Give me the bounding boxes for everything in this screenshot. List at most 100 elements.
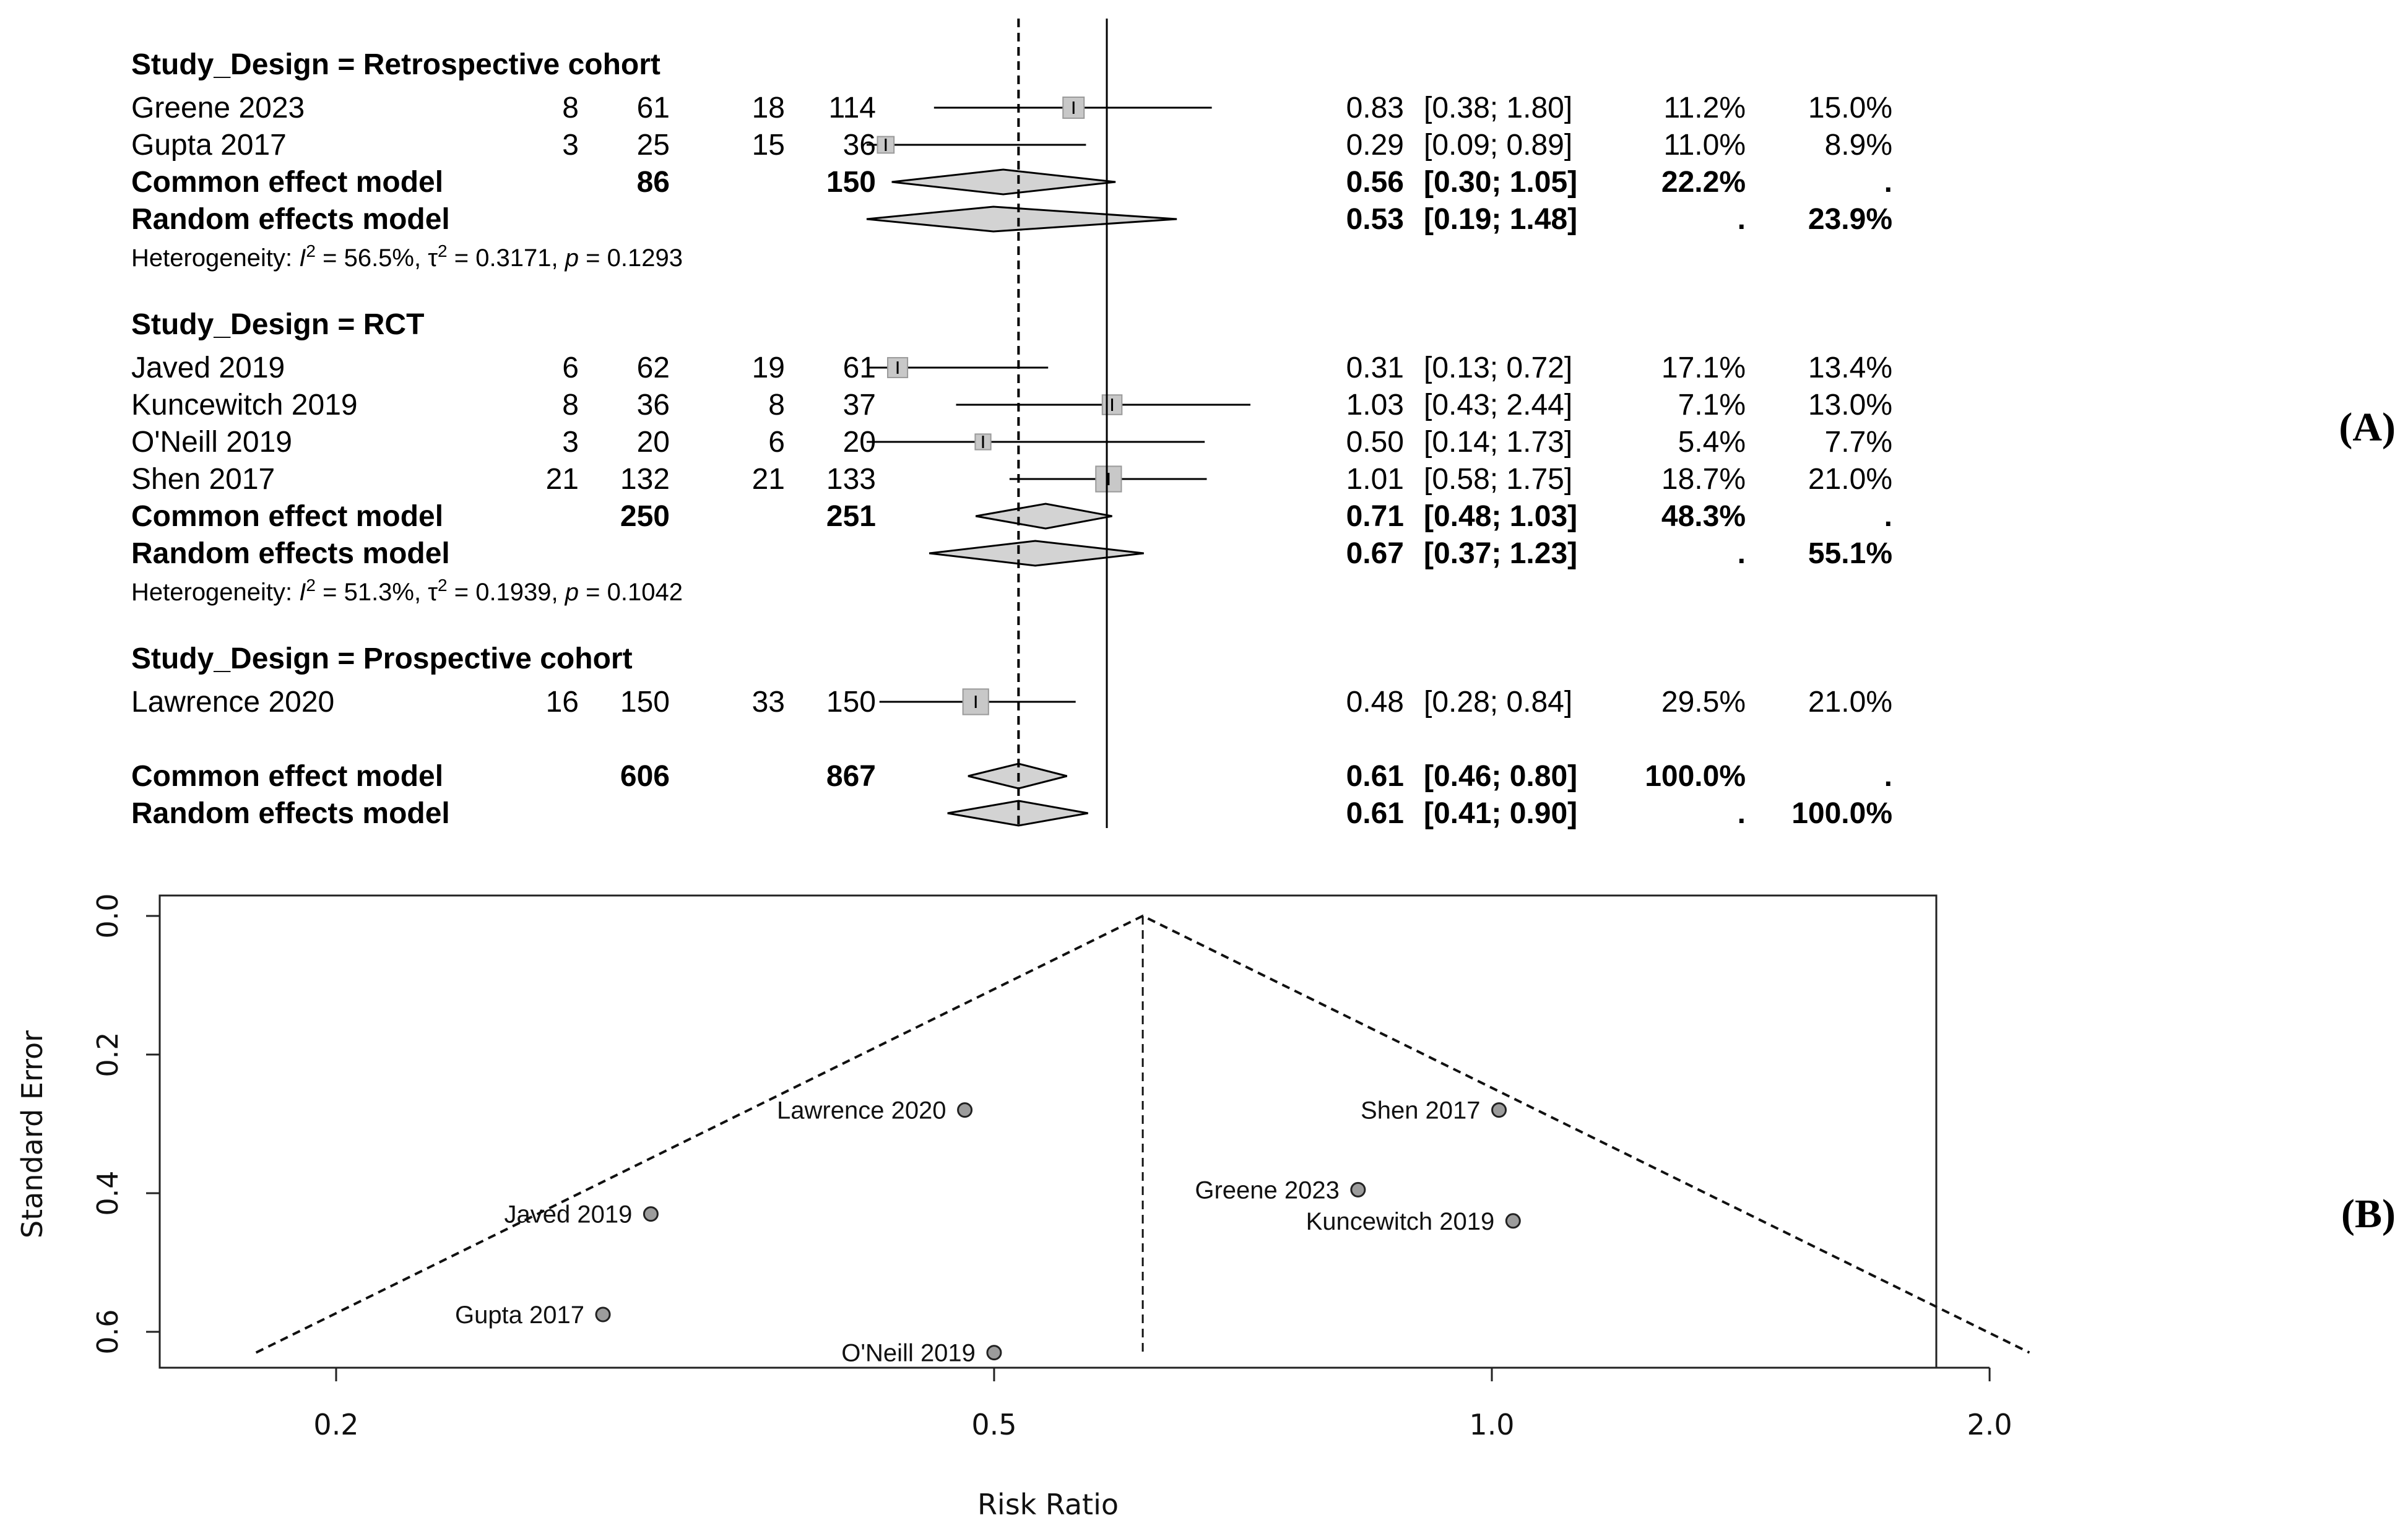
het-prefix: Heterogeneity: bbox=[131, 244, 299, 272]
random-effects-label: Random effects model bbox=[131, 537, 450, 570]
total-treatment: 606 bbox=[620, 760, 670, 793]
weight-common: 18.7% bbox=[1661, 463, 1746, 496]
het-sq: 2 bbox=[306, 576, 316, 595]
risk-ratio: 0.29 bbox=[1346, 129, 1404, 162]
total-treatment: 150 bbox=[620, 686, 670, 719]
weight-common: 11.0% bbox=[1663, 129, 1746, 162]
total-treatment: 62 bbox=[637, 352, 670, 384]
study-name: Kuncewitch 2019 bbox=[131, 389, 358, 421]
weight-common: . bbox=[1738, 537, 1746, 570]
study-point bbox=[643, 1206, 659, 1222]
study-point-label: Javed 2019 bbox=[505, 1201, 633, 1228]
het-i: I bbox=[299, 244, 306, 272]
study-name: Shen 2017 bbox=[131, 463, 275, 496]
heterogeneity: Heterogeneity: I2 = 51.3%, τ2 = 0.1939, … bbox=[131, 576, 683, 606]
weight-random: 23.9% bbox=[1808, 203, 1892, 236]
total-control: 150 bbox=[826, 686, 876, 719]
confidence-interval: [0.09; 0.89] bbox=[1424, 129, 1572, 162]
random-effects-diamond bbox=[929, 540, 1144, 567]
risk-ratio: 0.61 bbox=[1346, 797, 1404, 830]
confidence-interval: [0.41; 0.90] bbox=[1424, 797, 1577, 830]
het-tau-sq: 2 bbox=[438, 576, 448, 595]
weight-random: 13.0% bbox=[1808, 389, 1892, 421]
study-point bbox=[1350, 1181, 1366, 1198]
weight-common: 5.4% bbox=[1678, 426, 1746, 459]
total-treatment: 25 bbox=[637, 129, 670, 162]
study-name: Javed 2019 bbox=[131, 352, 285, 384]
funnel-plot: 0.2 0.5 1.0 2.0 Risk Ratio 0.0 0.2 0.4 0.6 Standa… bbox=[15, 893, 2030, 1521]
total-control: 867 bbox=[826, 760, 876, 793]
het-t2: = 0.1939, bbox=[448, 579, 565, 606]
weight-random: 15.0% bbox=[1808, 92, 1892, 124]
weight-common: . bbox=[1738, 797, 1746, 830]
het-tau: τ bbox=[428, 579, 438, 606]
weight-random: 7.7% bbox=[1825, 426, 1892, 459]
het-p: p bbox=[565, 244, 579, 272]
risk-ratio: 0.71 bbox=[1346, 500, 1404, 533]
weight-common: . bbox=[1738, 203, 1746, 236]
overall-common-effect-label: Common effect model bbox=[131, 760, 443, 793]
subgroup-title: Study_Design = RCT bbox=[131, 308, 424, 341]
events-treatment: 16 bbox=[546, 686, 579, 719]
weight-common: 29.5% bbox=[1661, 686, 1746, 719]
events-treatment: 3 bbox=[562, 129, 579, 162]
overall-random-effects-diamond bbox=[947, 800, 1088, 827]
het-i2: = 56.5%, bbox=[316, 244, 428, 272]
events-treatment: 21 bbox=[546, 463, 579, 496]
confidence-interval: [0.37; 1.23] bbox=[1424, 537, 1577, 570]
subgroup-title: Study_Design = Retrospective cohort bbox=[131, 48, 660, 81]
het-pv: = 0.1042 bbox=[579, 579, 683, 606]
confidence-interval: [0.38; 1.80] bbox=[1424, 92, 1572, 124]
weight-random: 21.0% bbox=[1808, 463, 1892, 496]
study-name: Gupta 2017 bbox=[131, 129, 287, 162]
total-treatment: 132 bbox=[620, 463, 670, 496]
events-control: 8 bbox=[768, 389, 785, 421]
het-t2: = 0.3171, bbox=[448, 244, 565, 272]
risk-ratio: 0.67 bbox=[1346, 537, 1404, 570]
weight-common: 100.0% bbox=[1645, 760, 1746, 793]
events-treatment: 3 bbox=[562, 426, 579, 459]
risk-ratio: 0.53 bbox=[1346, 203, 1404, 236]
confidence-interval: [0.19; 1.48] bbox=[1424, 203, 1577, 236]
weight-random: 13.4% bbox=[1808, 352, 1892, 384]
risk-ratio: 0.56 bbox=[1346, 166, 1404, 199]
risk-ratio: 0.48 bbox=[1346, 686, 1404, 719]
y-tick-label: 0.2 bbox=[91, 1032, 124, 1077]
x-tick-label: 0.5 bbox=[971, 1408, 1016, 1441]
het-prefix: Heterogeneity: bbox=[131, 579, 299, 606]
het-i2: = 51.3%, bbox=[316, 579, 428, 606]
weight-common: 7.1% bbox=[1678, 389, 1746, 421]
events-control: 6 bbox=[768, 426, 785, 459]
x-tick-label: 0.2 bbox=[313, 1408, 358, 1441]
events-control: 18 bbox=[752, 92, 785, 124]
confidence-interval: [0.48; 1.03] bbox=[1424, 500, 1577, 533]
random-effects-label: Random effects model bbox=[131, 203, 450, 236]
study-name: Greene 2023 bbox=[131, 92, 305, 124]
weight-random: 8.9% bbox=[1825, 129, 1892, 162]
total-control: 37 bbox=[843, 389, 876, 421]
forest-plot: Study_Design = Retrospective cohort Green… bbox=[131, 19, 1892, 830]
study-point bbox=[957, 1102, 973, 1118]
confidence-interval: [0.30; 1.05] bbox=[1424, 166, 1577, 199]
events-treatment: 8 bbox=[562, 389, 579, 421]
common-effect-label: Common effect model bbox=[131, 500, 443, 533]
study-point bbox=[986, 1345, 1002, 1361]
study-point-label: Gupta 2017 bbox=[455, 1301, 584, 1329]
total-treatment: 61 bbox=[637, 92, 670, 124]
events-treatment: 6 bbox=[562, 352, 579, 384]
risk-ratio: 0.83 bbox=[1346, 92, 1404, 124]
events-control: 19 bbox=[752, 352, 785, 384]
weight-common: 11.2% bbox=[1663, 92, 1746, 124]
study-point bbox=[1505, 1213, 1521, 1229]
plot-frame bbox=[158, 894, 1938, 1369]
total-treatment: 36 bbox=[637, 389, 670, 421]
risk-ratio: 1.03 bbox=[1346, 389, 1404, 421]
risk-ratio: 0.61 bbox=[1346, 760, 1404, 793]
weight-random: . bbox=[1884, 760, 1892, 793]
confidence-interval: [0.58; 1.75] bbox=[1424, 463, 1572, 496]
weight-random: 100.0% bbox=[1791, 797, 1892, 830]
y-tick-label: 0.0 bbox=[91, 893, 124, 938]
total-control: 114 bbox=[828, 92, 876, 124]
total-control: 133 bbox=[826, 463, 876, 496]
